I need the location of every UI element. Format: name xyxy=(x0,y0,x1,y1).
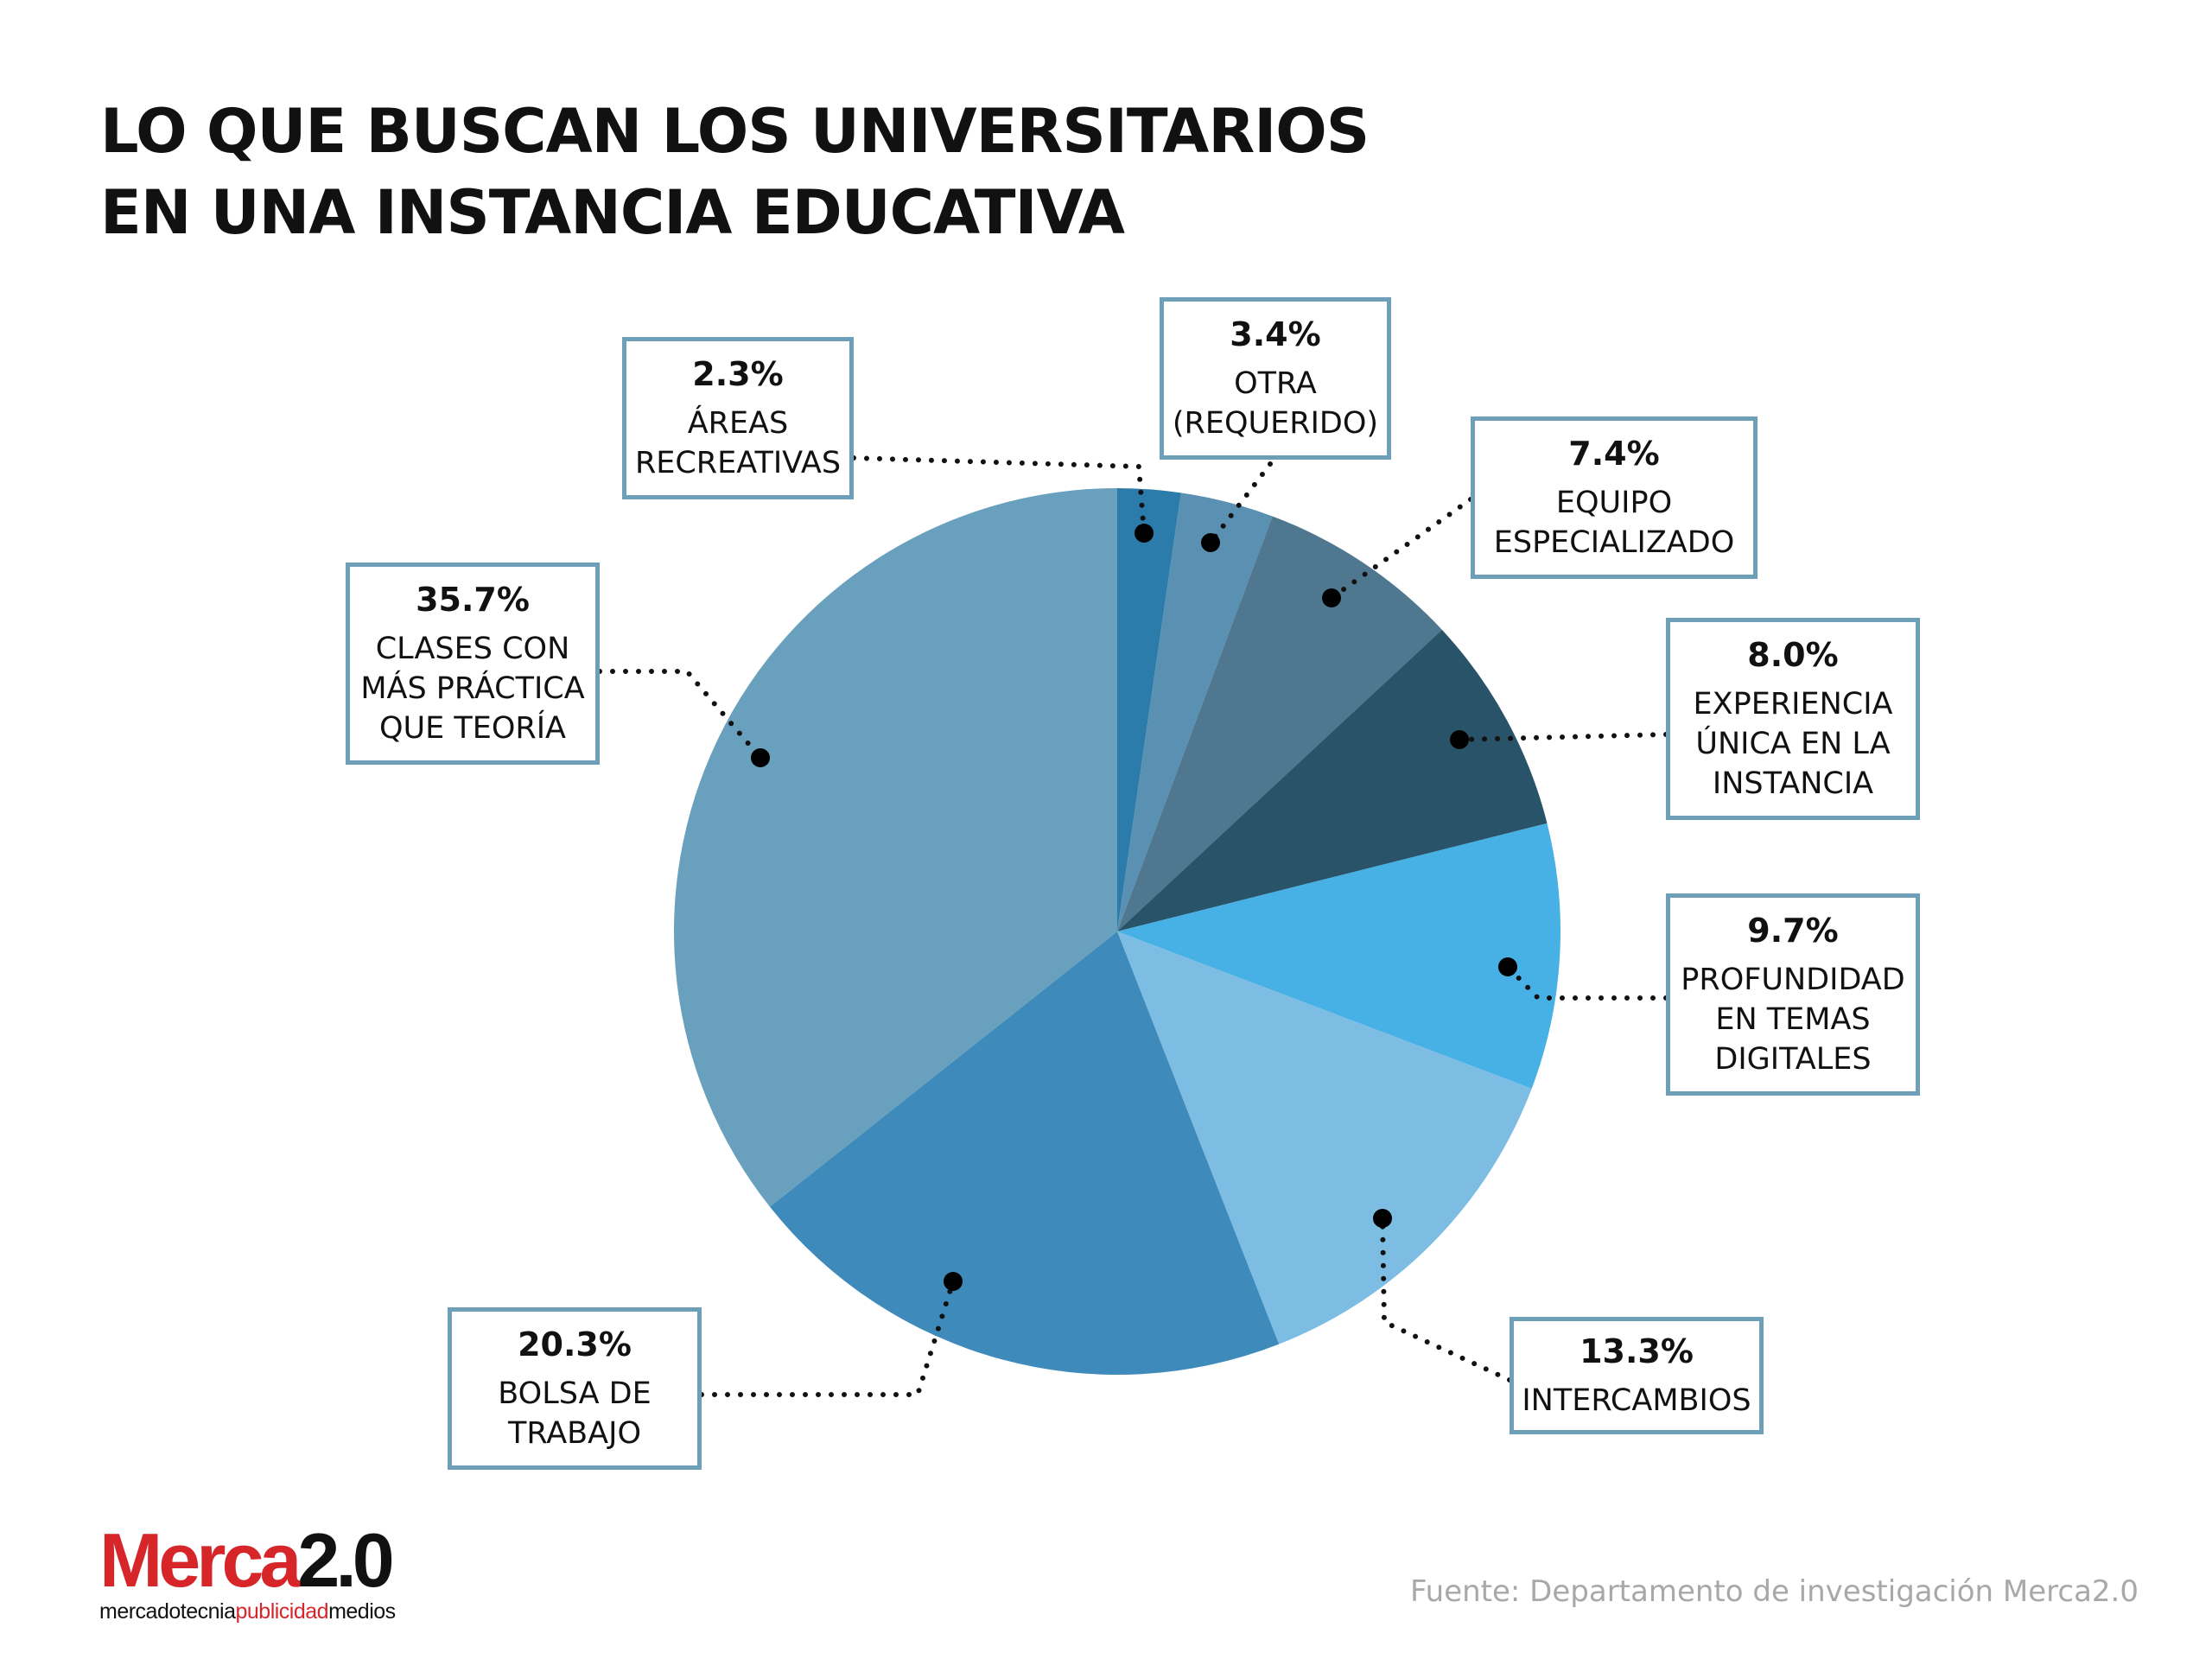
slice-category-label: ÁREAS RECREATIVAS xyxy=(634,406,842,480)
slice-percent-label: 3.4% xyxy=(1230,315,1321,353)
leader-line-3 xyxy=(1329,497,1473,601)
leader-dot-1 xyxy=(1135,524,1154,543)
slice-category-label: OTRA (REQUERIDO) xyxy=(1172,366,1379,441)
logo-wordmark: Merca2.0 xyxy=(99,1522,396,1599)
logo-word-version: 2.0 xyxy=(297,1517,394,1603)
leader-dot-3 xyxy=(1322,588,1341,607)
merca-logo: Merca2.0 mercadotecniapublicidadmedios xyxy=(99,1522,396,1624)
leader-line-6 xyxy=(1380,1216,1512,1382)
chart-title-line-2: EN UNA INSTANCIA EDUCATIVA xyxy=(100,177,1125,248)
leader-line-4 xyxy=(1457,732,1669,742)
slice-percent-label: 9.7% xyxy=(1747,912,1839,950)
slice-label-box-2: 3.4% OTRA (REQUERIDO) xyxy=(1160,297,1391,460)
slice-category-label: CLASES CON MÁS PRÁCTICA QUE TEORÍA xyxy=(360,632,585,746)
source-note: Fuente: Departamento de investigación Me… xyxy=(1409,1574,2139,1609)
leader-dot-6 xyxy=(1373,1209,1392,1228)
slice-label-box-3: 7.4% EQUIPO ESPECIALIZADO xyxy=(1471,416,1758,579)
pie-slice-2 xyxy=(1117,493,1273,931)
slice-label-box-8: 35.7% CLASES CON MÁS PRÁCTICA QUE TEORÍA xyxy=(346,563,600,765)
slice-category-label: INTERCAMBIOS xyxy=(1522,1383,1751,1418)
leader-dot-5 xyxy=(1498,957,1517,976)
leader-dot-4 xyxy=(1450,730,1469,749)
pie-slice-7 xyxy=(769,931,1280,1376)
slice-label-box-6: 13.3% INTERCAMBIOS xyxy=(1510,1317,1764,1434)
slice-percent-label: 13.3% xyxy=(1580,1332,1694,1370)
logo-tag-medios: medios xyxy=(328,1599,396,1624)
pie-slice-4 xyxy=(1117,629,1548,931)
pie-slice-3 xyxy=(1117,516,1442,931)
leader-line-5 xyxy=(1505,964,1669,1001)
pie-slice-6 xyxy=(1117,931,1532,1344)
slice-category-label: EXPERIENCIA ÚNICA EN LA INSTANCIA xyxy=(1693,687,1893,801)
slice-percent-label: 7.4% xyxy=(1568,435,1660,473)
pie-slice-8 xyxy=(674,488,1117,1207)
slice-category-label: EQUIPO ESPECIALIZADO xyxy=(1493,486,1735,560)
slice-category-label: BOLSA DE TRABAJO xyxy=(498,1376,652,1451)
leader-dot-2 xyxy=(1201,533,1220,552)
logo-tag-publicidad: publicidad xyxy=(235,1599,329,1624)
pie-slice-1 xyxy=(1117,488,1181,931)
logo-word-merca: Merca xyxy=(99,1517,302,1603)
leader-line-1 xyxy=(851,455,1147,536)
leader-dot-8 xyxy=(751,748,770,767)
slice-percent-label: 8.0% xyxy=(1747,636,1839,674)
slice-percent-label: 35.7% xyxy=(416,581,530,619)
logo-tagline: mercadotecniapublicidadmedios xyxy=(99,1600,396,1623)
chart-title-line-1: LO QUE BUSCAN LOS UNIVERSITARIOS xyxy=(100,96,1370,167)
slice-label-box-7: 20.3% BOLSA DE TRABAJO xyxy=(448,1307,702,1470)
slice-label-box-4: 8.0% EXPERIENCIA ÚNICA EN LA INSTANCIA xyxy=(1666,618,1920,820)
logo-tag-mercadotecnia: mercadotecnia xyxy=(99,1599,236,1624)
leader-dot-7 xyxy=(944,1272,963,1291)
slice-percent-label: 2.3% xyxy=(692,355,784,393)
slice-category-label: PROFUNDIDAD EN TEMAS DIGITALES xyxy=(1681,963,1905,1077)
slice-label-box-1: 2.3% ÁREAS RECREATIVAS xyxy=(622,337,854,499)
slice-percent-label: 20.3% xyxy=(518,1325,632,1363)
slice-label-box-5: 9.7% PROFUNDIDAD EN TEMAS DIGITALES xyxy=(1666,893,1920,1096)
pie-slice-5 xyxy=(1117,823,1560,1089)
chart-title: LO QUE BUSCAN LOS UNIVERSITARIOS EN UNA … xyxy=(100,91,1370,253)
leader-line-2 xyxy=(1208,461,1273,545)
